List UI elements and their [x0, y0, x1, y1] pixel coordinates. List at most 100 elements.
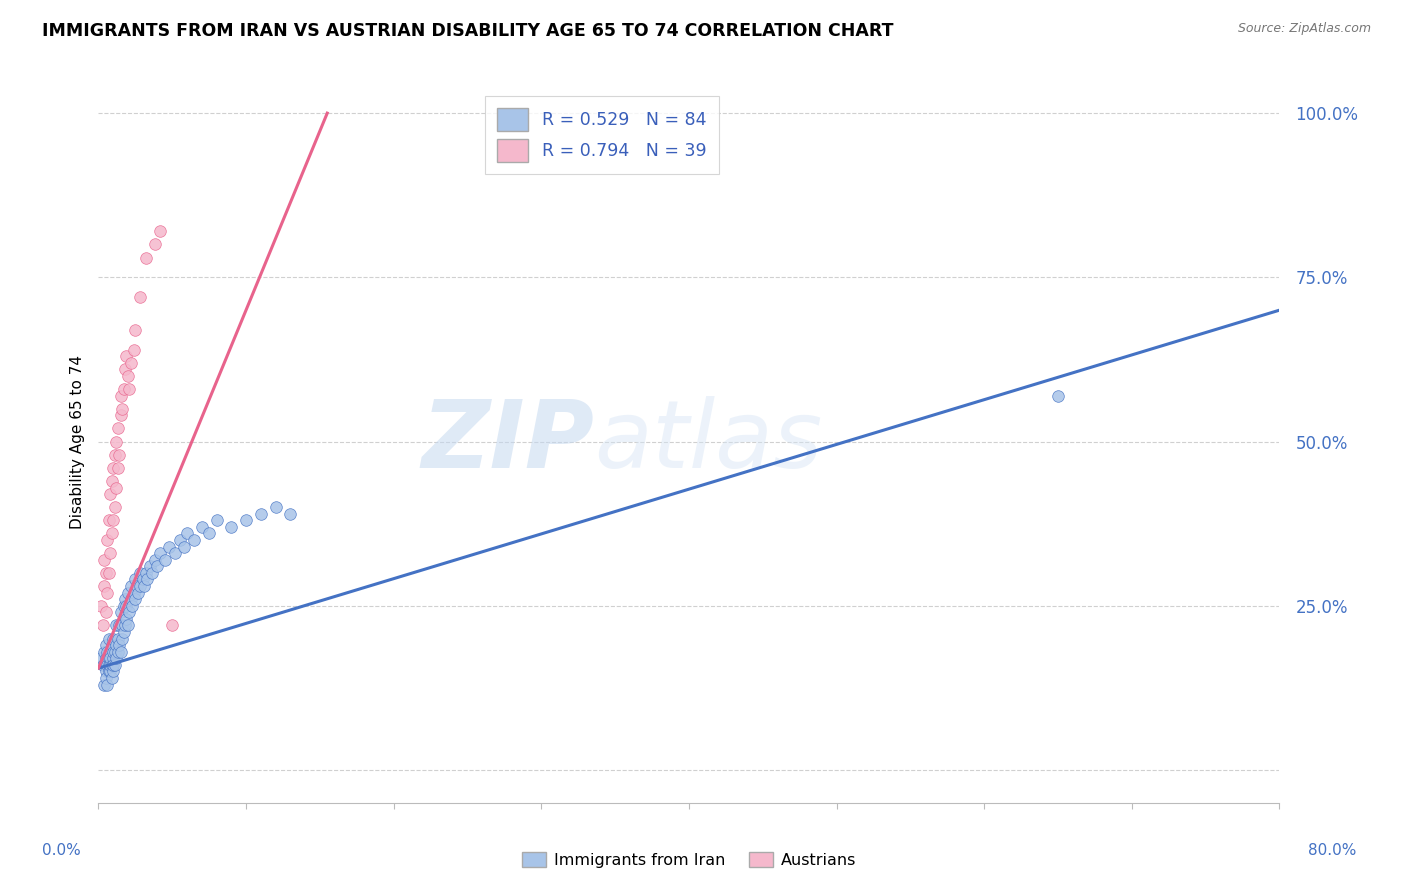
- Point: [104, 500, 127, 515]
- Text: atlas: atlas: [595, 396, 823, 487]
- Point: [139, 559, 162, 574]
- Point: [94, 638, 117, 652]
- Point: [96, 585, 118, 599]
- Point: [104, 645, 127, 659]
- Text: Source: ZipAtlas.com: Source: ZipAtlas.com: [1237, 22, 1371, 36]
- Point: [134, 579, 156, 593]
- Point: [98, 665, 121, 679]
- Point: [135, 251, 157, 265]
- Point: [149, 546, 172, 560]
- Text: IMMIGRANTS FROM IRAN VS AUSTRIAN DISABILITY AGE 65 TO 74 CORRELATION CHART: IMMIGRANTS FROM IRAN VS AUSTRIAN DISABIL…: [42, 22, 894, 40]
- Point: [169, 533, 191, 547]
- Point: [141, 566, 163, 580]
- Point: [125, 579, 148, 593]
- Point: [115, 349, 138, 363]
- Point: [98, 657, 121, 672]
- Point: [117, 618, 139, 632]
- Point: [90, 651, 112, 665]
- Point: [128, 579, 150, 593]
- Point: [135, 566, 157, 580]
- Point: [97, 632, 120, 646]
- Point: [235, 513, 257, 527]
- Point: [90, 599, 112, 613]
- Point: [114, 592, 136, 607]
- Point: [121, 599, 143, 613]
- Point: [132, 573, 155, 587]
- Point: [103, 513, 125, 527]
- Point: [173, 540, 195, 554]
- Point: [122, 343, 145, 357]
- Point: [112, 382, 135, 396]
- Text: 80.0%: 80.0%: [1309, 843, 1357, 858]
- Point: [96, 677, 118, 691]
- Point: [110, 605, 132, 619]
- Point: [198, 526, 221, 541]
- Point: [107, 460, 129, 475]
- Text: ZIP: ZIP: [422, 395, 595, 488]
- Point: [162, 618, 183, 632]
- Point: [118, 605, 141, 619]
- Point: [105, 434, 128, 449]
- Point: [191, 520, 214, 534]
- Point: [1046, 388, 1070, 402]
- Point: [104, 448, 127, 462]
- Point: [127, 585, 149, 599]
- Point: [117, 368, 139, 383]
- Point: [96, 645, 118, 659]
- Point: [143, 553, 166, 567]
- Point: [118, 382, 141, 396]
- Point: [250, 507, 273, 521]
- Point: [124, 592, 146, 607]
- Point: [100, 671, 122, 685]
- Point: [93, 553, 115, 567]
- Point: [205, 513, 228, 527]
- Point: [103, 651, 125, 665]
- Point: [93, 645, 115, 659]
- Point: [114, 362, 136, 376]
- Point: [120, 579, 142, 593]
- Point: [108, 618, 131, 632]
- Point: [120, 356, 142, 370]
- Point: [110, 388, 132, 402]
- Point: [112, 625, 135, 640]
- Point: [100, 526, 122, 541]
- Legend: Immigrants from Iran, Austrians: Immigrants from Iran, Austrians: [515, 846, 863, 874]
- Point: [143, 237, 166, 252]
- Point: [100, 638, 122, 652]
- Point: [98, 645, 121, 659]
- Point: [103, 645, 125, 659]
- Point: [264, 500, 287, 515]
- Point: [110, 409, 132, 423]
- Point: [103, 657, 125, 672]
- Point: [100, 657, 122, 672]
- Point: [111, 618, 134, 632]
- Point: [94, 665, 117, 679]
- Point: [105, 618, 128, 632]
- Point: [100, 474, 122, 488]
- Point: [108, 638, 131, 652]
- Point: [149, 224, 172, 238]
- Point: [107, 421, 129, 435]
- Point: [104, 657, 127, 672]
- Point: [103, 460, 125, 475]
- Point: [112, 599, 135, 613]
- Point: [115, 612, 138, 626]
- Point: [117, 585, 139, 599]
- Point: [157, 540, 180, 554]
- Point: [108, 448, 131, 462]
- Point: [165, 546, 187, 560]
- Point: [128, 566, 150, 580]
- Point: [96, 533, 118, 547]
- Point: [122, 585, 145, 599]
- Y-axis label: Disability Age 65 to 74: Disability Age 65 to 74: [69, 354, 84, 529]
- Point: [98, 487, 121, 501]
- Point: [107, 645, 129, 659]
- Point: [124, 573, 146, 587]
- Point: [176, 526, 198, 541]
- Point: [105, 481, 128, 495]
- Point: [114, 618, 136, 632]
- Point: [136, 573, 159, 587]
- Point: [128, 290, 150, 304]
- Point: [97, 566, 120, 580]
- Text: 0.0%: 0.0%: [42, 843, 82, 858]
